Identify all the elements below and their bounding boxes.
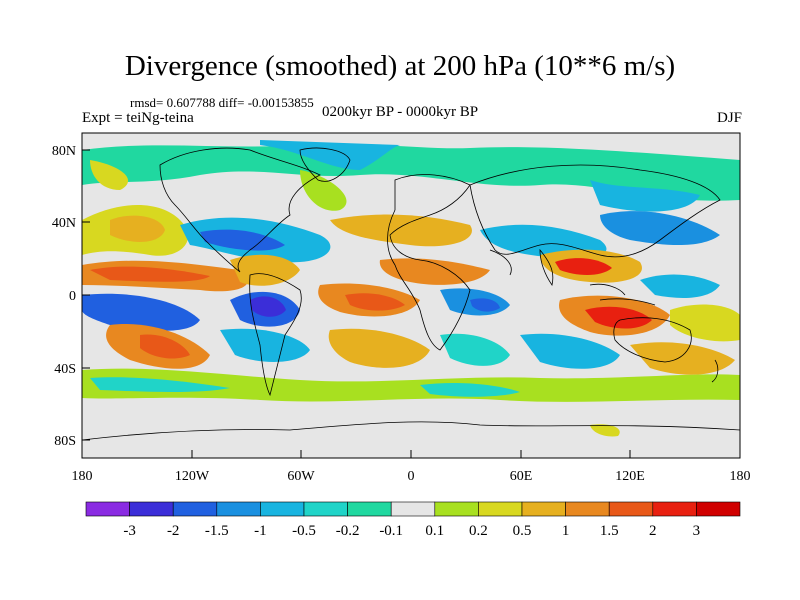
colorbar-swatch [696, 501, 741, 517]
colorbar-label: -1.5 [205, 523, 229, 539]
colorbar-labels: -3 -2 -1.5 -1 -0.5 -0.2 -0.1 0.1 0.2 0.5 1 1.5 2 3 [123, 523, 700, 539]
colorbar-swatch [565, 501, 610, 517]
colorbar-swatch [434, 501, 479, 517]
colorbar-label: -3 [123, 523, 136, 539]
season-label: DJF [716, 110, 742, 126]
colorbar-swatch [85, 501, 130, 517]
colorbar-swatch [129, 501, 174, 517]
colorbar-label: 3 [693, 523, 701, 539]
lat-label-80n: 80N [52, 144, 76, 159]
colorbar-label: -0.2 [336, 523, 360, 539]
lat-label-0: 0 [69, 289, 76, 304]
lon-label-180w: 180 [72, 469, 93, 484]
colorbar-swatch [608, 501, 654, 517]
colorbar-swatch [652, 501, 697, 517]
colorbar-swatch [347, 501, 392, 517]
lon-label-120e: 120E [615, 469, 645, 484]
colorbar-label: -1 [254, 523, 267, 539]
colorbar-label: 0.5 [513, 523, 532, 539]
colorbar-swatch [303, 501, 348, 517]
plot-title: Divergence (smoothed) at 200 hPa (10**6 … [124, 50, 676, 82]
colorbar-swatch [172, 501, 218, 517]
coastlines [82, 147, 740, 441]
colorbar-swatch [521, 501, 566, 517]
colorbar-label: 2 [649, 523, 657, 539]
colorbar-label: 0.2 [469, 523, 488, 539]
colorbar-label: 1 [562, 523, 570, 539]
colorbar-label: -2 [167, 523, 180, 539]
lon-label-0: 0 [408, 469, 415, 484]
colorbar-label: 0.1 [425, 523, 444, 539]
lon-label-180e: 180 [730, 469, 751, 484]
colorbar-swatch [478, 501, 523, 517]
contour-fill [82, 140, 740, 437]
lat-label-40s: 40S [54, 362, 76, 377]
experiment-label: Expt = teiNg-teina [82, 110, 194, 126]
axis-ticks [81, 149, 741, 458]
lat-label-40n: 40N [52, 216, 76, 231]
stats-line: rmsd= 0.607788 diff= -0.00153855 [130, 95, 314, 110]
colorbar-label: -0.5 [292, 523, 316, 539]
colorbar-label: -0.1 [379, 523, 403, 539]
colorbar-swatch [390, 501, 436, 517]
lon-label-60w: 60W [287, 469, 315, 484]
lon-label-60e: 60E [510, 469, 533, 484]
colorbar-swatch [260, 501, 305, 517]
colorbar [85, 501, 741, 517]
lon-label-120w: 120W [175, 469, 210, 484]
colorbar-swatch [216, 501, 261, 517]
lat-label-80s: 80S [54, 434, 76, 449]
colorbar-label: 1.5 [600, 523, 619, 539]
period-label: 0200kyr BP - 0000kyr BP [322, 104, 479, 120]
